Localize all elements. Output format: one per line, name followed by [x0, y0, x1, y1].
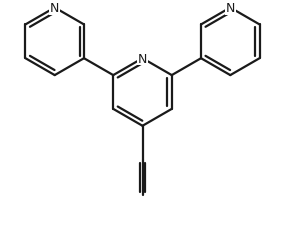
- Text: N: N: [50, 2, 59, 15]
- Text: N: N: [226, 2, 235, 15]
- Text: N: N: [138, 52, 147, 65]
